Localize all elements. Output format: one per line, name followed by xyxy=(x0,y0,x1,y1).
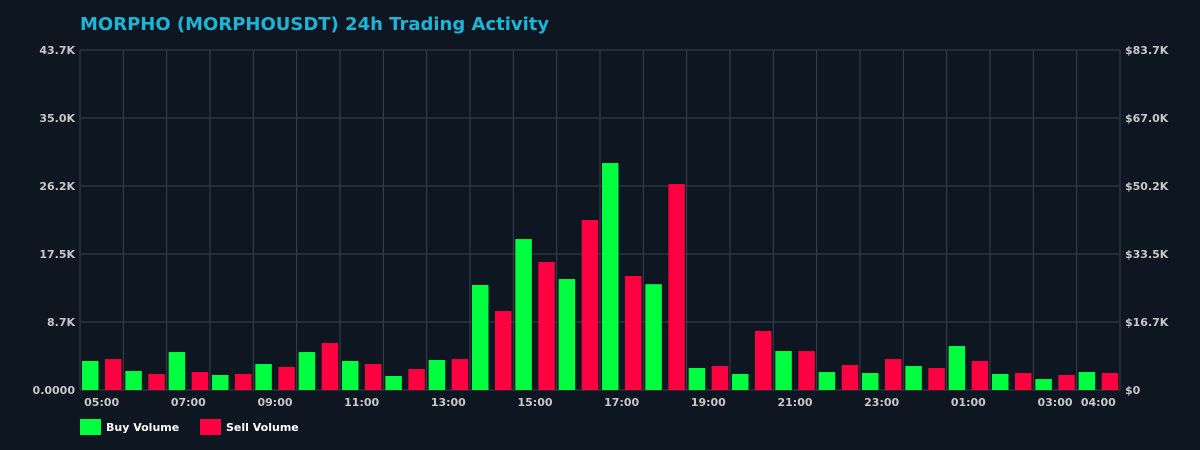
sell-volume-bar xyxy=(1058,374,1075,390)
sell-swatch-icon xyxy=(200,419,221,435)
buy-volume-bar xyxy=(732,373,749,390)
buy-volume-bar xyxy=(602,163,619,390)
buy-volume-bar xyxy=(948,346,966,390)
y-tick-label-right: $83.7K xyxy=(1125,44,1169,57)
buy-volume-bar xyxy=(1078,372,1096,390)
sell-volume-bar xyxy=(451,359,469,390)
x-tick-label: 04:00 xyxy=(1081,396,1116,409)
sell-volume-bar xyxy=(538,262,555,390)
sell-volume-bar xyxy=(755,331,772,390)
chart-title: MORPHO (MORPHOUSDT) 24h Trading Activity xyxy=(80,14,550,35)
sell-volume-bar xyxy=(625,276,642,390)
buy-volume-bar xyxy=(428,359,446,390)
buy-volume-bar xyxy=(905,366,922,390)
sell-volume-bar xyxy=(235,373,252,390)
x-tick-label: 01:00 xyxy=(951,396,986,409)
y-tick-label-left: 26.2K xyxy=(39,180,75,193)
sell-volume-bar xyxy=(841,365,859,390)
buy-volume-bar xyxy=(558,279,576,390)
buy-volume-bar xyxy=(862,373,879,390)
x-tick-label: 17:00 xyxy=(604,396,639,409)
y-tick-label-left: 0.0000 xyxy=(33,384,76,397)
sell-volume-bar xyxy=(798,351,815,390)
sell-volume-bar xyxy=(1101,373,1119,390)
buy-volume-bar xyxy=(255,364,272,390)
sell-volume-bar xyxy=(668,184,685,390)
sell-volume-bar xyxy=(191,372,209,390)
buy-volume-bar xyxy=(775,351,792,390)
buy-volume-bar xyxy=(82,360,99,390)
buy-volume-bar xyxy=(472,284,489,390)
sell-volume-bar xyxy=(581,220,599,390)
x-tick-label: 05:00 xyxy=(84,396,119,409)
y-tick-label-right: $50.2K xyxy=(1125,180,1169,193)
sell-volume-bar xyxy=(321,343,339,390)
x-tick-label: 15:00 xyxy=(517,396,552,409)
sell-volume-bar xyxy=(105,359,122,390)
y-tick-label-right: $67.0K xyxy=(1125,112,1169,125)
x-tick-label: 21:00 xyxy=(777,396,812,409)
y-tick-label-right: $33.5K xyxy=(1125,248,1169,261)
sell-volume-bar xyxy=(408,368,425,390)
sell-volume-bar xyxy=(711,366,729,390)
buy-volume-bar xyxy=(645,284,662,390)
y-tick-label-left: 17.5K xyxy=(39,248,75,261)
y-tick-label-right: $16.7K xyxy=(1125,316,1169,329)
x-tick-label: 03:00 xyxy=(1037,396,1072,409)
sell-volume-bar xyxy=(928,367,945,390)
buy-volume-bar xyxy=(818,372,836,390)
legend-item-sell[interactable]: Sell Volume xyxy=(200,419,299,435)
buy-volume-bar xyxy=(342,360,359,390)
sell-volume-bar xyxy=(495,311,512,390)
x-tick-label: 23:00 xyxy=(864,396,899,409)
x-tick-label: 19:00 xyxy=(691,396,726,409)
buy-volume-bar xyxy=(298,352,316,390)
x-tick-label: 11:00 xyxy=(344,396,379,409)
sell-volume-bar xyxy=(971,360,989,390)
y-tick-label-right: $0 xyxy=(1125,384,1141,397)
legend-item-buy[interactable]: Buy Volume xyxy=(80,419,179,435)
buy-volume-bar xyxy=(125,371,142,390)
buy-swatch-icon xyxy=(80,419,101,435)
y-tick-label-left: 35.0K xyxy=(39,112,75,125)
sell-volume-bar xyxy=(148,373,165,390)
buy-volume-bar xyxy=(212,374,229,390)
x-tick-label: 09:00 xyxy=(257,396,292,409)
buy-volume-bar xyxy=(385,375,402,390)
y-tick-label-left: 8.7K xyxy=(47,316,75,329)
buy-volume-bar xyxy=(1035,379,1052,390)
buy-volume-bar xyxy=(992,373,1009,390)
buy-volume-bar xyxy=(688,367,706,390)
sell-volume-bar xyxy=(1015,373,1032,390)
sell-volume-bar xyxy=(885,359,902,390)
legend-label-sell: Sell Volume xyxy=(226,420,299,434)
x-tick-label: 07:00 xyxy=(171,396,206,409)
y-tick-label-left: 43.7K xyxy=(39,44,75,57)
buy-volume-bar xyxy=(515,239,532,390)
buy-volume-bar xyxy=(168,352,186,390)
legend-label-buy: Buy Volume xyxy=(106,420,180,434)
x-tick-label: 13:00 xyxy=(431,396,466,409)
sell-volume-bar xyxy=(278,366,295,390)
sell-volume-bar xyxy=(365,364,382,390)
